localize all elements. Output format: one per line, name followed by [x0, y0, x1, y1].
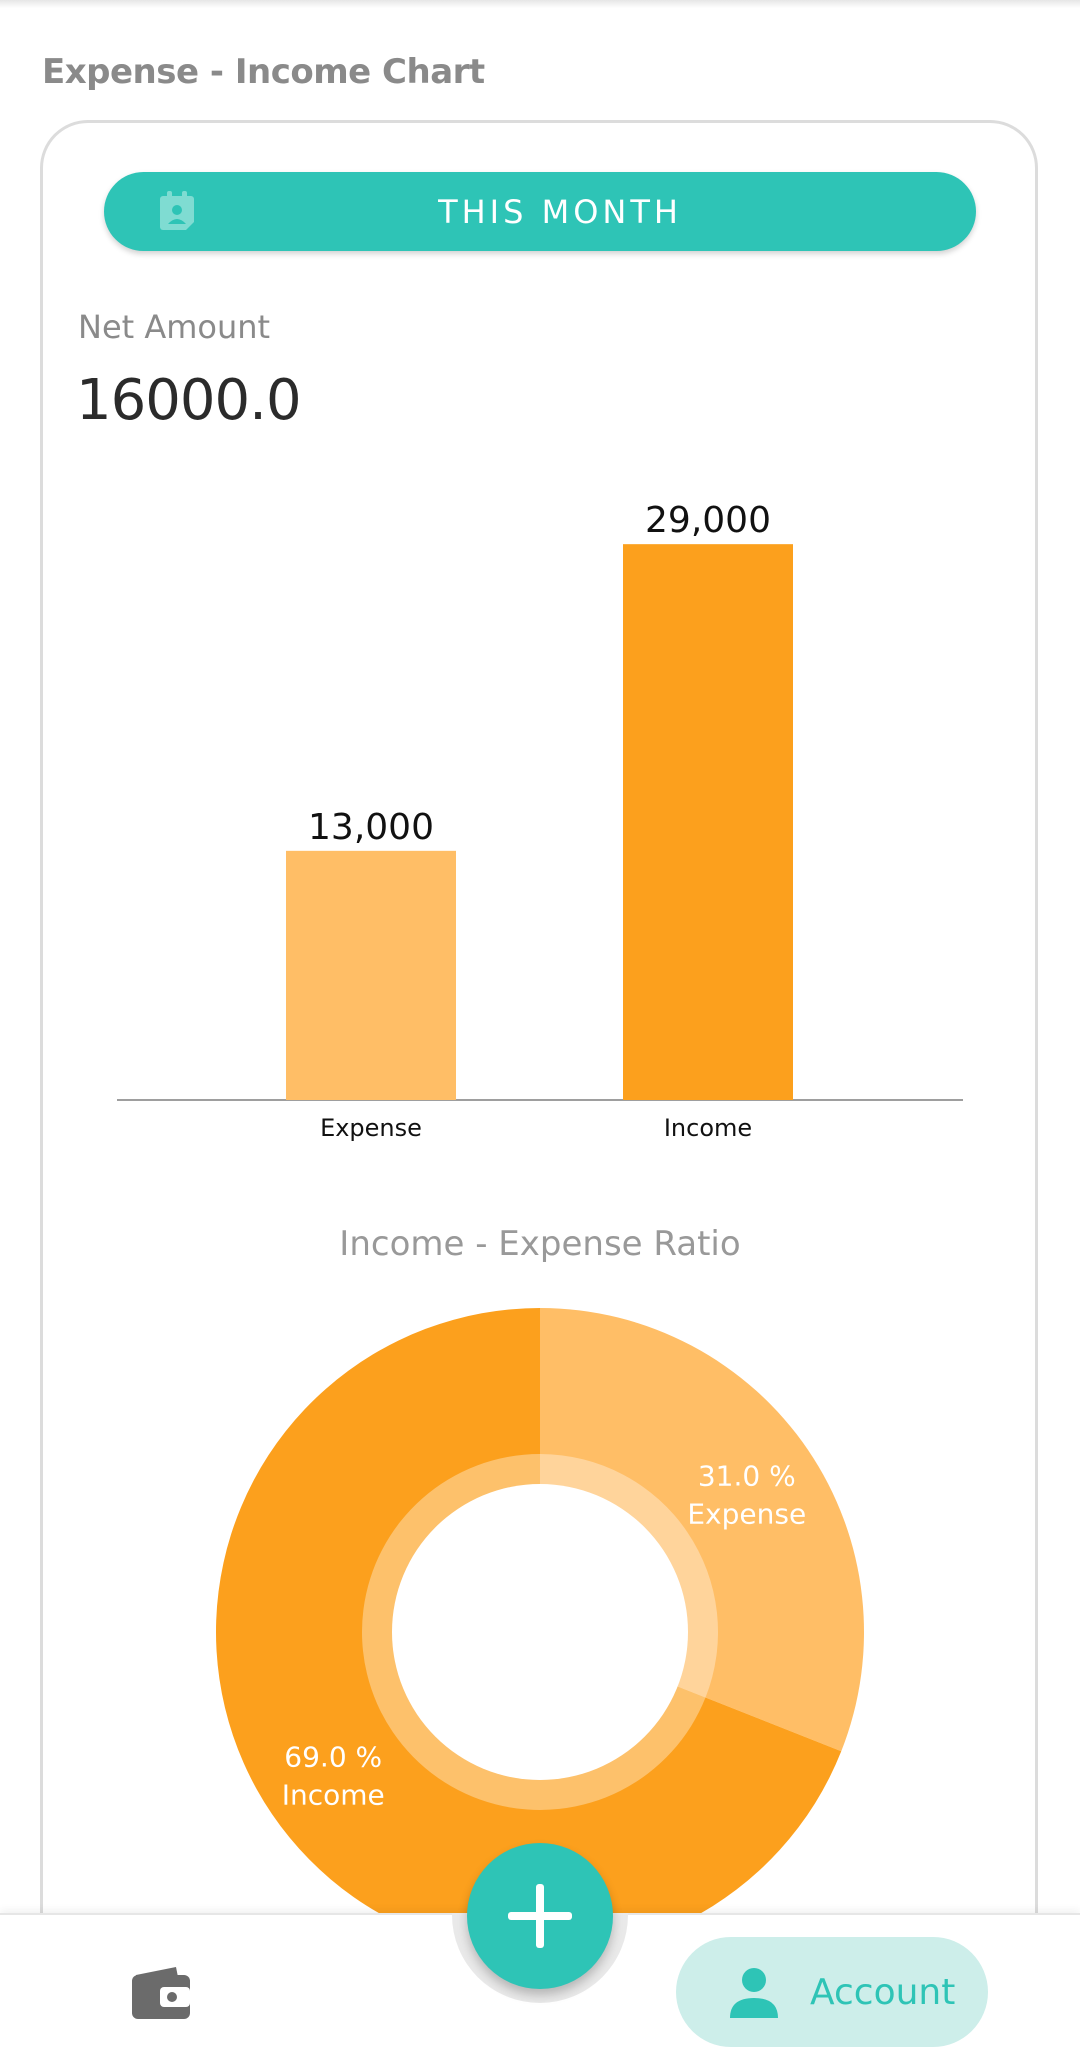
pie-category-label-expense: Expense: [687, 1497, 806, 1530]
wallet-icon: [130, 1965, 194, 2021]
expense-income-bar-chart: 13,000 Expense 29,000 Income: [0, 470, 1080, 1170]
bar-income: [623, 544, 793, 1100]
plus-icon: [500, 1876, 580, 1956]
period-label: THIS MONTH: [438, 193, 682, 231]
bar-category-label-expense: Expense: [320, 1114, 422, 1142]
net-amount-label: Net Amount: [78, 308, 270, 346]
account-label: Account: [810, 1972, 955, 2013]
calendar-icon: [156, 189, 200, 233]
pie-category-label-income: Income: [282, 1779, 385, 1812]
ratio-chart-title: Income - Expense Ratio: [0, 1224, 1080, 1264]
bar-category-label-income: Income: [664, 1114, 752, 1142]
top-divider: [0, 0, 1080, 8]
bar-value-label-expense: 13,000: [308, 807, 434, 848]
pie-percent-label-expense: 31.0 %: [698, 1459, 796, 1492]
period-selector-button[interactable]: THIS MONTH: [104, 172, 976, 251]
bar-value-label-income: 29,000: [645, 500, 771, 541]
bar-expense: [286, 851, 456, 1100]
net-amount-value: 16000.0: [76, 368, 301, 433]
pie-percent-label-income: 69.0 %: [284, 1741, 382, 1774]
account-nav-button[interactable]: Account: [676, 1937, 988, 2047]
pie-center-hole: [392, 1484, 688, 1780]
wallet-nav-button[interactable]: [130, 1965, 194, 2021]
person-icon: [726, 1964, 782, 2020]
section-title: Expense - Income Chart: [42, 52, 485, 92]
add-transaction-button[interactable]: [467, 1843, 613, 1989]
